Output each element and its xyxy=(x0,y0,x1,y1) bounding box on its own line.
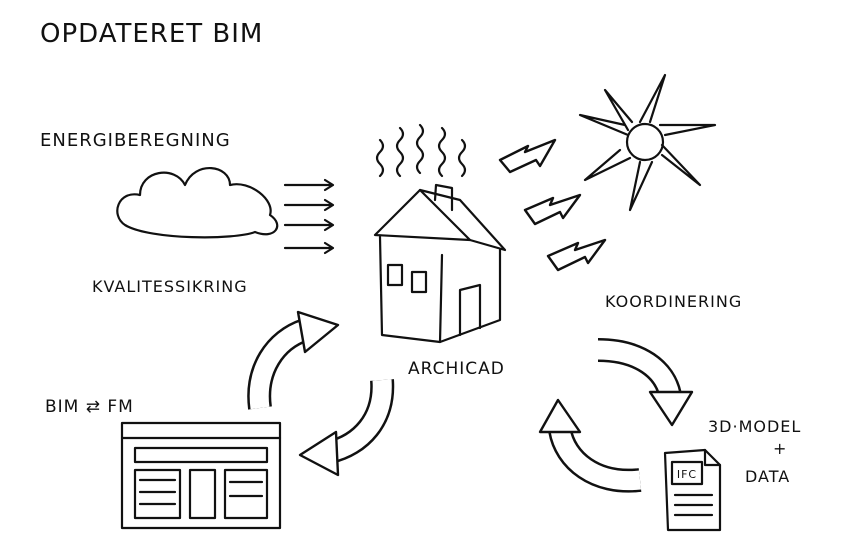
model-label-line: + xyxy=(773,439,787,458)
cloud xyxy=(117,168,277,237)
heat-waves xyxy=(377,125,465,176)
ifc-label: IFC xyxy=(677,468,697,481)
energy-label: ENERGIBEREGNING xyxy=(40,130,231,151)
sun-arrows xyxy=(500,140,605,270)
quality-label: KVALITESSIKRING xyxy=(92,277,248,296)
page: OPDATERET BIM ENERGIBEREGNING KVALIT xyxy=(0,0,855,533)
screen xyxy=(122,423,280,528)
bim-fm-label: BIM ⇄ FM xyxy=(45,397,134,417)
archicad-label: ARCHICAD xyxy=(408,359,505,379)
model-label-line: 3D·MODEL xyxy=(708,417,801,436)
right-cycle xyxy=(540,350,692,481)
model-label-line: DATA xyxy=(745,467,790,486)
document xyxy=(665,450,720,530)
title: OPDATERET BIM xyxy=(40,19,263,49)
diagram: OPDATERET BIM ENERGIBEREGNING KVALIT xyxy=(0,0,855,533)
house xyxy=(375,185,505,342)
left-cycle xyxy=(259,312,382,475)
wind-arrows xyxy=(285,180,333,253)
coordination-label: KOORDINERING xyxy=(605,292,742,311)
sun xyxy=(580,75,715,210)
